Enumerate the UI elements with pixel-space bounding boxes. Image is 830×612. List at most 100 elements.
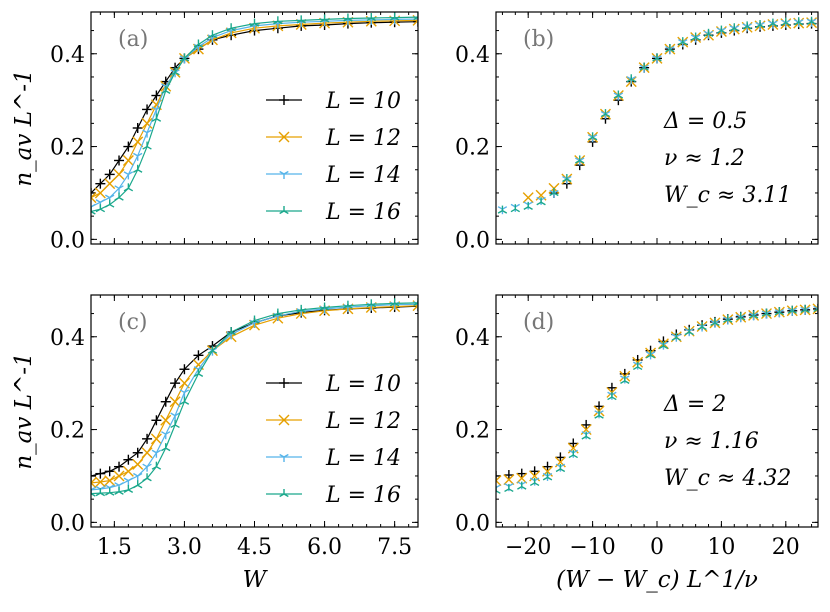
data-point [123, 141, 134, 152]
data-point [496, 485, 501, 494]
x-tick-label: 3.0 [167, 535, 202, 560]
data-point [678, 39, 688, 48]
legend-marker [279, 170, 289, 179]
data-point [684, 327, 694, 336]
data-point [793, 19, 804, 28]
data-point [193, 39, 204, 48]
x-tick-label: 7.5 [377, 535, 412, 560]
data-point [761, 310, 772, 319]
y-axis-label: n_av L^-1 [11, 69, 37, 186]
data-point [549, 187, 559, 197]
data-point [768, 20, 778, 29]
data-point [114, 461, 125, 472]
legend-label: L = 16 [325, 200, 401, 225]
panel-b: 0.0 0.2 0.4 (b) Δ = 0.5 ν ≈ 1.2 W_c ≈ 3.11 [455, 11, 819, 253]
data-point [151, 461, 162, 470]
legend-marker [279, 206, 289, 215]
data-point [366, 13, 376, 22]
data-point [568, 450, 578, 459]
data-point [755, 19, 765, 29]
data-point [151, 90, 162, 101]
data-point [366, 299, 376, 308]
data-point [122, 465, 134, 477]
data-point [517, 481, 527, 490]
axes-frame [90, 294, 419, 528]
data-point [710, 319, 720, 328]
data-point [413, 12, 418, 21]
legend-label: L = 10 [325, 372, 401, 397]
data-point [742, 21, 752, 30]
data-point [123, 454, 134, 465]
data-point [343, 13, 353, 22]
data-point [793, 17, 804, 26]
data-point [812, 303, 818, 315]
data-point [104, 487, 115, 496]
y-tick-label: 0.2 [455, 136, 490, 161]
y-tick-label: 0.4 [50, 43, 85, 68]
data-point [626, 74, 636, 83]
panel-d: −20 −10 0 10 20 0.0 0.2 0.4 (d) Δ = 2 ν ≈ 1.16 W_c … [455, 294, 819, 593]
data-point [496, 470, 501, 481]
data-point [122, 154, 134, 166]
data-point [160, 414, 172, 426]
data-point [639, 64, 649, 73]
data-point [723, 314, 733, 323]
data-point [600, 109, 611, 118]
data-point [781, 17, 791, 26]
data-point [555, 452, 566, 463]
data-point [736, 314, 746, 323]
data-point [193, 368, 204, 377]
data-point [607, 392, 617, 401]
data-point [95, 468, 106, 479]
data-point [114, 192, 124, 201]
data-point [319, 302, 330, 311]
series-line-3 [91, 303, 418, 491]
data-point [800, 306, 810, 315]
data-point [748, 312, 759, 321]
x-tick-label: 1.5 [97, 535, 132, 560]
annotation-1: Δ = 2 [663, 392, 726, 417]
data-point [806, 16, 817, 25]
data-point [581, 419, 592, 430]
data-point [142, 104, 153, 115]
data-point [542, 461, 553, 472]
data-point [132, 123, 143, 133]
data-point [319, 14, 330, 23]
data-point [575, 155, 585, 164]
y-tick-label: 0.2 [50, 136, 85, 161]
panel-label: (c) [118, 310, 148, 335]
data-point [273, 308, 283, 317]
data-point [170, 419, 180, 429]
data-point [626, 76, 636, 85]
legend-label: L = 14 [325, 163, 401, 188]
data-point [620, 375, 630, 384]
data-point [123, 183, 134, 192]
data-point [123, 171, 134, 180]
data-point [133, 164, 143, 173]
data-point [160, 396, 171, 407]
legend-entry-1: L = 10 [266, 89, 401, 114]
data-point [170, 378, 181, 389]
data-point [755, 21, 765, 30]
data-point [729, 23, 739, 32]
data-point [94, 476, 106, 488]
data-point [536, 197, 546, 206]
data-point [91, 488, 96, 497]
data-point [151, 113, 162, 122]
data-point [104, 169, 115, 180]
data-point [678, 37, 688, 46]
data-point [748, 310, 759, 319]
data-point [665, 46, 675, 55]
data-point [503, 470, 514, 481]
data-point [549, 189, 559, 198]
data-point [652, 55, 662, 64]
legend-marker [279, 453, 289, 462]
data-point [142, 463, 152, 472]
legend-entry-4: L = 16 [266, 483, 401, 508]
data-point [555, 464, 566, 473]
series-line-2 [91, 305, 418, 484]
data-point [645, 350, 656, 359]
legend-marker [279, 95, 289, 105]
data-point [594, 401, 605, 412]
data-point [703, 28, 714, 37]
